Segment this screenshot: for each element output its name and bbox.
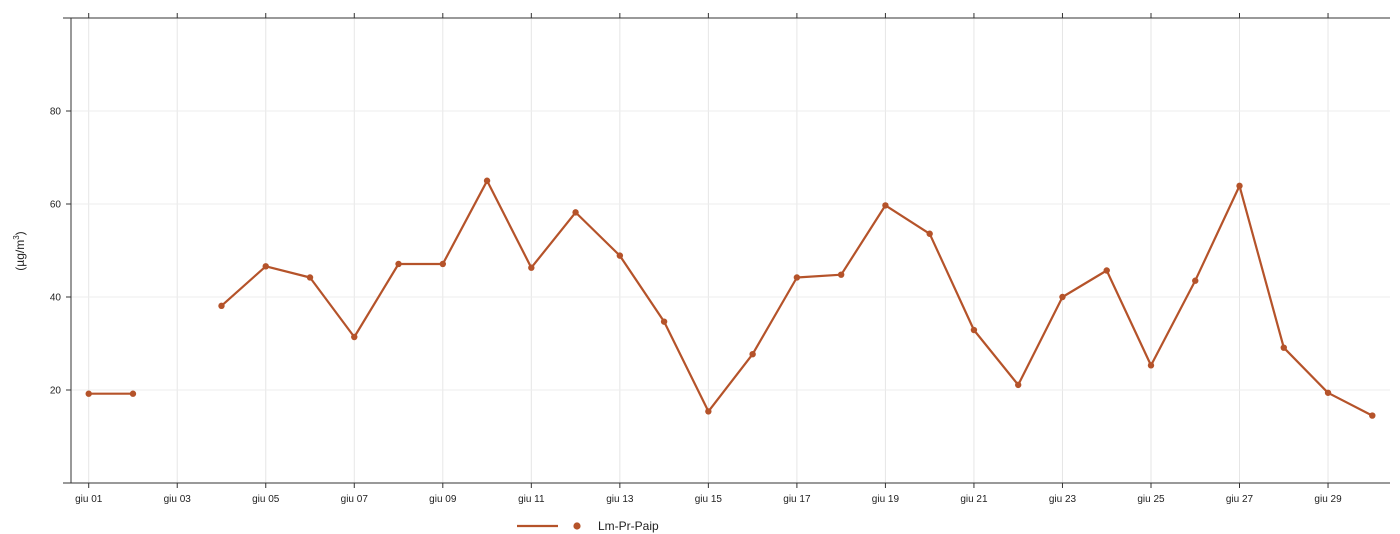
x-tick-label: giu 13	[606, 494, 634, 505]
data-point	[218, 302, 225, 310]
data-point	[1059, 293, 1066, 301]
x-tick-label: giu 23	[1049, 494, 1077, 505]
x-tick-label: giu 17	[783, 494, 811, 505]
data-point	[395, 260, 402, 268]
data-point	[306, 274, 314, 281]
y-axis-title-superscript: 3	[12, 235, 21, 240]
legend: Lm-Pr-Paip	[517, 519, 659, 533]
legend-label-lm-pr-paip: Lm-Pr-Paip	[598, 519, 659, 533]
y-tick-label: 60	[50, 200, 62, 211]
data-point	[970, 326, 978, 334]
y-axis-title-main: (µg/m	[13, 240, 27, 271]
x-tick-label: giu 27	[1226, 494, 1254, 505]
legend-marker-swatch	[573, 522, 581, 530]
x-tick-label: giu 19	[872, 494, 900, 505]
x-tick-label: giu 01	[75, 494, 103, 505]
data-point	[660, 318, 668, 325]
data-point	[351, 333, 358, 341]
data-point	[85, 390, 92, 397]
grid	[71, 18, 1390, 483]
y-axis-title: (µg/m3)	[12, 231, 27, 270]
data-point	[705, 408, 712, 415]
data-point	[616, 252, 624, 259]
data-point	[793, 274, 801, 281]
data-point	[483, 177, 491, 184]
x-tick-label: giu 05	[252, 494, 280, 505]
axes	[63, 17, 1390, 484]
data-point	[1192, 277, 1199, 284]
x-tick-label: giu 09	[429, 494, 457, 505]
data-point	[749, 350, 756, 358]
data-point	[1147, 362, 1155, 369]
data-point	[837, 271, 845, 278]
data-point	[528, 264, 535, 271]
y-axis-title-close: )	[13, 231, 27, 235]
x-tick-label: giu 29	[1314, 494, 1342, 505]
data-point	[439, 260, 446, 268]
data-point	[1324, 389, 1332, 396]
data-point	[1369, 412, 1376, 419]
data-point	[572, 209, 579, 216]
data-point	[1103, 267, 1110, 274]
x-tick-label: giu 03	[164, 494, 192, 505]
x-axis-ticks: giu 01 giu 03 giu 05 giu 07 giu 09 giu 11 giu …	[75, 13, 1342, 505]
y-tick-label: 20	[50, 386, 62, 397]
data-point	[1015, 381, 1022, 389]
y-tick-label: 80	[50, 107, 62, 118]
x-tick-label: giu 21	[960, 494, 988, 505]
data-point	[926, 230, 933, 237]
y-axis-ticks: 20 40 60 80	[50, 107, 71, 397]
data-point	[129, 390, 137, 397]
x-tick-label: giu 25	[1137, 494, 1165, 505]
data-point	[262, 263, 269, 270]
x-tick-label: giu 07	[341, 494, 369, 505]
y-tick-label: 40	[50, 293, 62, 304]
x-tick-label: giu 11	[518, 494, 545, 505]
x-tick-label: giu 15	[695, 494, 723, 505]
data-point	[1280, 344, 1287, 351]
data-point	[1236, 182, 1243, 190]
data-point	[882, 202, 889, 209]
series-layer	[85, 177, 1376, 419]
